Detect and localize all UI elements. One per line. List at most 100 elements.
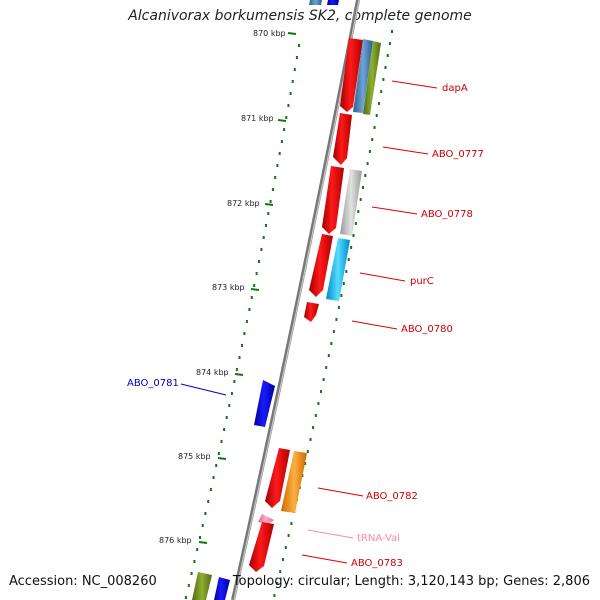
gene-label-purC[interactable]: purC (410, 276, 434, 287)
gene-partial-top-steel[interactable] (309, 0, 322, 5)
gene-ABO_0782-orange[interactable] (281, 451, 307, 513)
gene-ABO_0782[interactable] (265, 448, 290, 508)
track-dot (391, 30, 393, 33)
track-dot (335, 318, 338, 321)
leader-tRNA-Val (307, 529, 354, 539)
track-dot (233, 380, 236, 383)
gene-dapA-steel[interactable] (353, 39, 373, 113)
gene-label-ABO_0778[interactable]: ABO_0778 (421, 209, 473, 220)
accession-text: Accession: NC_008260 (9, 574, 157, 589)
gene-ABO_0783[interactable] (249, 522, 274, 572)
kbp-ticks: 870 kbp 871 kbp 872 kbp 873 kbp 874 kbp … (159, 29, 297, 545)
track-dot (253, 284, 256, 287)
track-dot (238, 356, 241, 359)
gene-partial-bottom-olive[interactable] (192, 572, 212, 600)
track-dot (322, 378, 325, 381)
track-dot (265, 224, 267, 227)
track-dot (212, 476, 215, 479)
track-dot (280, 140, 283, 143)
track-dot (235, 368, 238, 371)
gene-label-ABO_0780[interactable]: ABO_0780 (401, 324, 453, 335)
track-dot (295, 56, 298, 59)
track-dot (375, 114, 378, 117)
track-dot (347, 258, 350, 261)
track-dot (285, 116, 288, 119)
gene-dapA[interactable] (340, 38, 363, 112)
track-dot (362, 186, 364, 189)
tick-mark (198, 541, 208, 544)
track-dot (373, 126, 376, 129)
track-dot (380, 90, 383, 93)
gene-ABO_0777[interactable] (333, 113, 352, 165)
gene-label-ABO_0782[interactable]: ABO_0782 (366, 491, 418, 502)
track-dot (184, 596, 187, 599)
track-dot (352, 234, 355, 237)
track-dot (243, 332, 246, 335)
gene-label-ABO_0783[interactable]: ABO_0783 (351, 558, 403, 569)
track-dot (291, 80, 294, 83)
track-dot (193, 560, 196, 563)
gene-ABO_0780[interactable] (304, 302, 319, 322)
gene-label-tRNA-Val[interactable]: tRNA-Val (357, 533, 400, 544)
gene-labels: dapA ABO_0777 ABO_0778 purC ABO_0780 ABO… (127, 83, 484, 569)
track-dot (284, 546, 287, 549)
track-dot (230, 392, 233, 395)
track-dot (304, 462, 307, 465)
track-dot (309, 438, 312, 441)
gene-partial-bottom-blue[interactable] (214, 577, 230, 600)
track-dot (337, 306, 340, 309)
track-dot (350, 246, 353, 249)
track-dot (366, 162, 369, 165)
track-dot (248, 308, 251, 311)
track-dot (371, 138, 374, 141)
track-dot (386, 54, 389, 57)
genome-backbone-highlight (233, 0, 360, 600)
map-title: Alcanivorax borkumensis SK2, complete ge… (128, 8, 472, 24)
track-dot (342, 282, 345, 285)
track-dot (354, 222, 357, 225)
track-dot (217, 452, 220, 455)
track-dot (298, 44, 300, 47)
track-dot (306, 450, 309, 453)
leader-ABO_0782 (317, 487, 364, 497)
gene-purC-cyan[interactable] (326, 238, 350, 301)
gene-ABO_0778[interactable] (322, 166, 344, 234)
gene-ABO_0778-grey[interactable] (340, 169, 362, 236)
tick-mark (250, 288, 260, 291)
outer-dotted-track (273, 30, 393, 597)
gene-label-ABO_0777[interactable]: ABO_0777 (432, 149, 484, 160)
leader-ABO_0781 (180, 383, 227, 396)
topology-text: Topology: circular; Length: 3,120,143 bp… (232, 574, 590, 589)
track-dot (384, 66, 387, 69)
gene-ABO_0781[interactable] (254, 380, 275, 427)
track-dot (207, 500, 210, 503)
inner-dotted-track (184, 44, 300, 599)
track-dot (314, 414, 317, 417)
tick-mark (277, 119, 287, 122)
track-dot (262, 236, 265, 239)
gene-tRNA-Val[interactable] (258, 514, 274, 524)
track-dot (204, 512, 207, 515)
genome-backbone (231, 0, 360, 600)
track-dot (327, 354, 330, 357)
track-dot (368, 150, 371, 153)
track-dot (359, 198, 362, 201)
leader-purC (359, 272, 406, 282)
track-dot (283, 128, 286, 131)
tick-label: 876 kbp (159, 536, 192, 545)
track-dot (245, 320, 248, 323)
gene-label-dapA[interactable]: dapA (442, 83, 468, 94)
track-dot (267, 212, 270, 215)
track-dot (201, 524, 204, 527)
genes (192, 0, 381, 600)
gene-partial-top-blue[interactable] (327, 0, 339, 5)
gene-label-ABO_0781[interactable]: ABO_0781 (127, 378, 179, 389)
leader-ABO_0783 (301, 554, 348, 564)
tick-label: 873 kbp (212, 283, 245, 292)
track-dot (190, 572, 193, 575)
gene-purC[interactable] (309, 234, 333, 297)
track-dot (382, 78, 385, 81)
gene-dapA-olive[interactable] (363, 41, 381, 115)
track-dot (330, 342, 333, 345)
leader-ABO_0777 (382, 146, 429, 155)
